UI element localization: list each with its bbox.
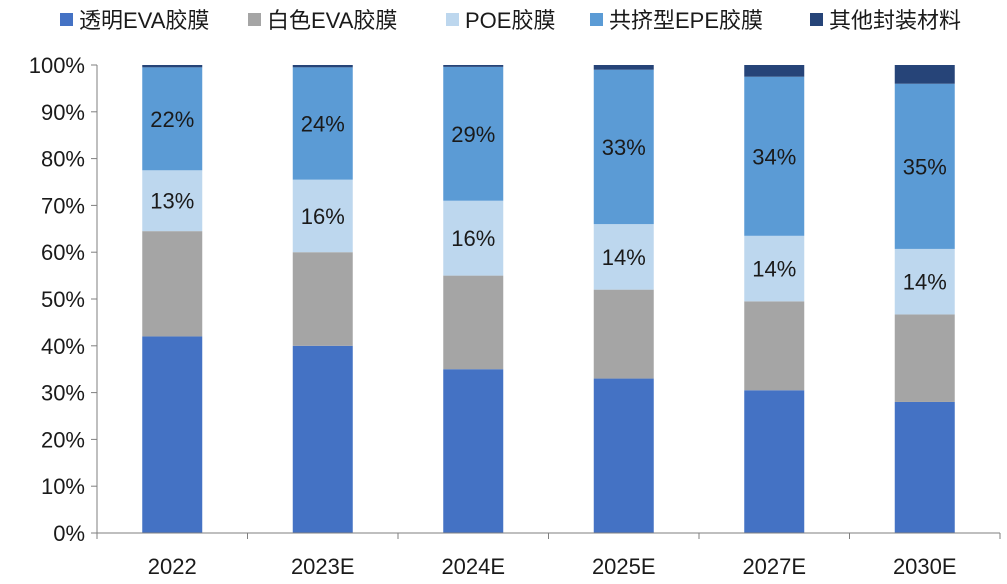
- bar-segment: [292, 179, 353, 253]
- data-label: 14%: [602, 245, 646, 270]
- bar-segment: [443, 275, 504, 370]
- y-tick-label: 70%: [41, 193, 85, 218]
- bar-segment: [593, 289, 654, 379]
- y-tick-label: 80%: [41, 147, 85, 172]
- data-label: 29%: [451, 122, 495, 147]
- bar-segment: [593, 65, 654, 70]
- x-tick-label: 2027E: [742, 554, 806, 579]
- bar-segment: [443, 369, 504, 533]
- x-tick-label: 2024E: [441, 554, 505, 579]
- legend: 透明EVA胶膜 白色EVA胶膜 POE胶膜 共挤型EPE胶膜 其他封装材料: [0, 4, 1007, 34]
- data-label: 16%: [301, 204, 345, 229]
- data-label: 14%: [903, 270, 947, 295]
- legend-item-other: 其他封装材料: [810, 4, 961, 34]
- bar-segment: [894, 65, 955, 84]
- data-label: 34%: [752, 144, 796, 169]
- y-tick-label: 60%: [41, 240, 85, 265]
- bars-group: [142, 65, 955, 533]
- bar-segment: [744, 390, 805, 533]
- y-tick-label: 50%: [41, 287, 85, 312]
- data-label: 24%: [301, 112, 345, 137]
- legend-label-transparent-eva: 透明EVA胶膜: [79, 8, 210, 33]
- bar-segment: [443, 200, 504, 276]
- data-label: 33%: [602, 135, 646, 160]
- data-label: 16%: [451, 226, 495, 251]
- bar-segment: [142, 336, 203, 533]
- bar-segment: [744, 76, 805, 236]
- bar-segment: [142, 65, 203, 68]
- bar-segment: [292, 252, 353, 346]
- data-label: 22%: [150, 107, 194, 132]
- bar-segment: [292, 67, 353, 180]
- data-label: 14%: [752, 257, 796, 282]
- legend-swatch-poe: [446, 12, 459, 26]
- data-label: 13%: [150, 189, 194, 214]
- bar-segment: [443, 66, 504, 201]
- legend-label-poe: POE胶膜: [465, 8, 556, 33]
- bar-segment: [744, 235, 805, 302]
- y-tick-label: 100%: [29, 53, 85, 78]
- y-tick-label: 40%: [41, 334, 85, 359]
- bar-segment: [142, 67, 203, 171]
- data-label: 35%: [903, 154, 947, 179]
- y-tick-label: 20%: [41, 427, 85, 452]
- legend-swatch-epe: [590, 12, 603, 26]
- legend-swatch-transparent-eva: [60, 12, 73, 26]
- bar-segment: [894, 248, 955, 315]
- bar-segment: [443, 65, 504, 67]
- bar-segment: [894, 401, 955, 533]
- x-tick-label: 2030E: [893, 554, 957, 579]
- bar-segment: [593, 69, 654, 225]
- y-tick-label: 30%: [41, 381, 85, 406]
- bar-segment: [593, 224, 654, 290]
- bar-segment: [292, 345, 353, 533]
- axes-group: 2022 2023E 2024E 2025E 2027E 2030E 0% 10% 20% 30%…: [29, 53, 1001, 579]
- legend-label-white-eva: 白色EVA胶膜: [267, 8, 398, 33]
- bar-segment: [292, 65, 353, 68]
- legend-item-epe: 共挤型EPE胶膜: [590, 4, 763, 34]
- legend-label-other: 其他封装材料: [829, 8, 962, 33]
- y-tick-label: 0%: [53, 521, 85, 546]
- y-tick-label: 10%: [41, 474, 85, 499]
- bar-segment: [593, 378, 654, 533]
- legend-swatch-other: [810, 12, 823, 26]
- legend-item-transparent-eva: 透明EVA胶膜: [60, 4, 209, 34]
- bar-segment: [744, 301, 805, 391]
- x-tick-label: 2025E: [592, 554, 656, 579]
- bar-segment: [894, 314, 955, 402]
- legend-swatch-white-eva: [248, 12, 261, 26]
- y-tick-label: 90%: [41, 100, 85, 125]
- legend-item-white-eva: 白色EVA胶膜: [248, 4, 397, 34]
- bar-segment: [142, 231, 203, 337]
- data-labels-group: 13% 22% 16% 24% 16% 29% 14% 33% 14% 34% 14% 35%: [150, 107, 947, 295]
- bar-segment: [142, 170, 203, 232]
- x-tick-label: 2022: [148, 554, 197, 579]
- legend-item-poe: POE胶膜: [446, 4, 555, 34]
- x-tick-label: 2023E: [291, 554, 355, 579]
- bar-segment: [894, 83, 955, 249]
- legend-label-epe: 共挤型EPE胶膜: [609, 8, 764, 33]
- bar-segment: [744, 65, 805, 77]
